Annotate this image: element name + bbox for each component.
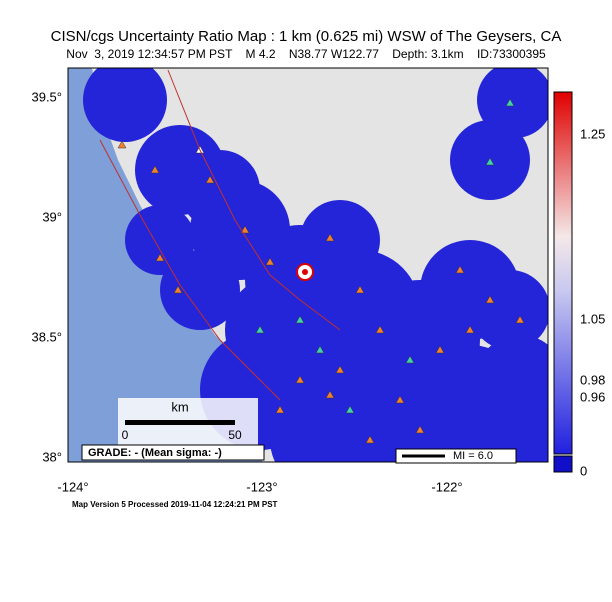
colorbar-value: 0.98 [580, 372, 605, 387]
legend-text: MI = 6.0 [453, 450, 493, 462]
uncertainty-area [83, 68, 167, 142]
station [205, 175, 215, 184]
station [117, 140, 127, 149]
footer: Map Version 5 Processed 2019-11-04 12:24… [72, 500, 278, 509]
station [240, 225, 250, 234]
map-area [68, 68, 548, 462]
grade-box [81, 444, 265, 461]
title: CISN/cgs Uncertainty Ratio Map : 1 km (0… [51, 28, 562, 45]
grade: GRADE: - (Mean sigma: -) [88, 447, 222, 459]
lat-label: 38.5° [31, 329, 62, 344]
legend-box [395, 448, 517, 464]
scale-bar [125, 420, 235, 425]
colorbar-value: 1.25 [580, 126, 605, 141]
station [465, 325, 475, 334]
station [415, 425, 425, 434]
lat-label: 39.5° [31, 89, 62, 104]
colorbar-zero [553, 455, 573, 473]
station [295, 315, 305, 324]
uncertainty-area [125, 205, 195, 275]
station [255, 325, 265, 334]
station [455, 265, 465, 274]
station [405, 355, 415, 364]
scale-unit: km [171, 399, 188, 414]
colorbar [553, 91, 573, 455]
station [295, 375, 305, 384]
colorbar-value: 0.96 [580, 389, 605, 404]
colorbar-value: 1.05 [580, 311, 605, 326]
station [395, 395, 405, 404]
station [335, 365, 345, 374]
uncertainty-area [225, 275, 335, 385]
lat-label: 38° [42, 449, 62, 464]
station [355, 285, 365, 294]
subtitle: Nov 3, 2019 12:34:57 PM PST M 4.2 N38.77… [66, 47, 546, 61]
station [155, 253, 165, 262]
scale-end: 50 [228, 428, 242, 442]
station [365, 435, 375, 444]
uncertainty-area [490, 400, 548, 462]
station [173, 285, 183, 294]
uncertainty-area [270, 390, 370, 462]
uncertainty-area [470, 270, 548, 350]
map-frame [67, 67, 549, 463]
uncertainty-area [160, 250, 240, 330]
lon-label: -124° [57, 479, 88, 494]
colorbar-value: 0 [580, 463, 587, 478]
station [325, 233, 335, 242]
lon-label: -122° [431, 479, 462, 494]
station [485, 295, 495, 304]
station [375, 325, 385, 334]
uncertainty-area [477, 68, 548, 138]
station [325, 390, 335, 399]
station [345, 405, 355, 414]
station [435, 345, 445, 354]
station [485, 157, 495, 166]
station [505, 98, 515, 107]
station [515, 315, 525, 324]
scale-start: 0 [122, 428, 129, 442]
lat-label: 39° [42, 209, 62, 224]
station [275, 405, 285, 414]
lon-label: -123° [246, 479, 277, 494]
station [265, 257, 275, 266]
station [315, 345, 325, 354]
station [150, 165, 160, 174]
